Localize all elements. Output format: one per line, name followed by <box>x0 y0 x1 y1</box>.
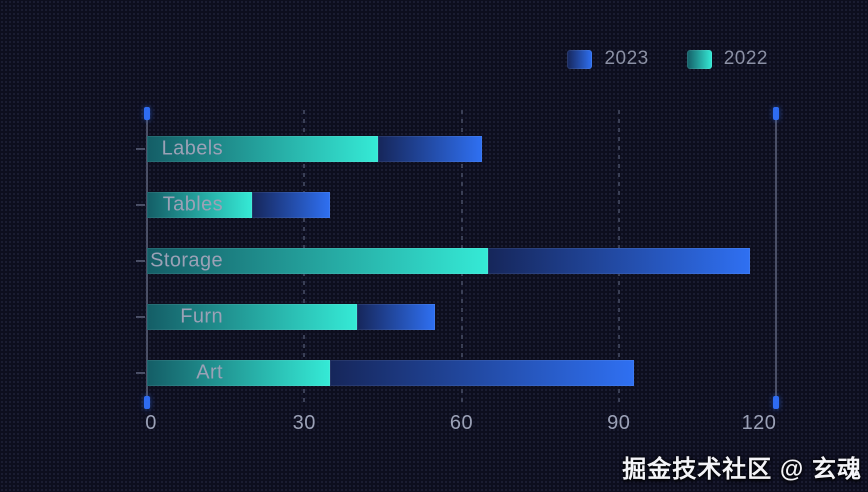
plot-area <box>136 107 779 409</box>
y-axis-tick <box>136 204 145 206</box>
bar-segment-2023-furn[interactable] <box>356 304 436 330</box>
category-label-storage: Storage <box>150 249 223 272</box>
axis-endpoint-cap-icon <box>144 396 150 409</box>
bar-segment-2023-tables[interactable] <box>251 192 331 218</box>
legend-label: 2023 <box>604 48 649 69</box>
bar-segment-2022-furn[interactable] <box>147 304 357 330</box>
x-tick-label-0: 0 <box>145 412 157 434</box>
axis-boundary-120 <box>773 107 779 409</box>
x-tick-label-90: 90 <box>607 412 631 434</box>
axis-endpoint-cap-icon <box>773 396 779 409</box>
bar-row-storage <box>147 248 776 274</box>
axis-endpoint-cap-icon <box>773 107 779 120</box>
legend-item-2023[interactable]: 2023 <box>567 48 648 70</box>
y-axis-tick <box>136 148 145 150</box>
bar-segment-2022-labels[interactable] <box>147 136 378 162</box>
axis-endpoint-cap-icon <box>144 107 150 120</box>
x-tick-label-60: 60 <box>449 412 474 434</box>
y-axis-tick <box>136 372 145 374</box>
chart-legend: 2023 2022 <box>567 48 768 70</box>
y-axis-tick <box>136 316 145 318</box>
legend-label: 2022 <box>723 48 768 69</box>
x-tick-label-120: 120 <box>741 412 777 434</box>
bar-segment-2023-art[interactable] <box>330 360 635 386</box>
legend-swatch-icon <box>567 49 593 69</box>
bar-segment-2023-labels[interactable] <box>377 136 483 162</box>
category-label-art: Art <box>196 361 223 384</box>
x-tick-label-30: 30 <box>292 412 316 434</box>
bar-segment-2022-art[interactable] <box>147 360 331 386</box>
category-label-labels: Labels <box>161 137 223 160</box>
watermark: 掘金技术社区 @ 玄魂 <box>622 456 862 483</box>
bar-row-furn <box>147 304 776 330</box>
bar-row-labels <box>147 136 776 162</box>
bar-row-tables <box>147 192 776 218</box>
legend-swatch-icon <box>686 49 712 69</box>
category-label-tables: Tables <box>162 193 223 216</box>
bar-segment-2022-tables[interactable] <box>147 192 252 218</box>
bar-segment-2023-storage[interactable] <box>487 248 750 274</box>
bar-row-art <box>147 360 776 386</box>
legend-item-2022[interactable]: 2022 <box>686 48 768 70</box>
category-label-furn: Furn <box>180 305 223 328</box>
y-axis-tick <box>136 260 145 262</box>
bar-segment-2022-storage[interactable] <box>147 248 488 274</box>
